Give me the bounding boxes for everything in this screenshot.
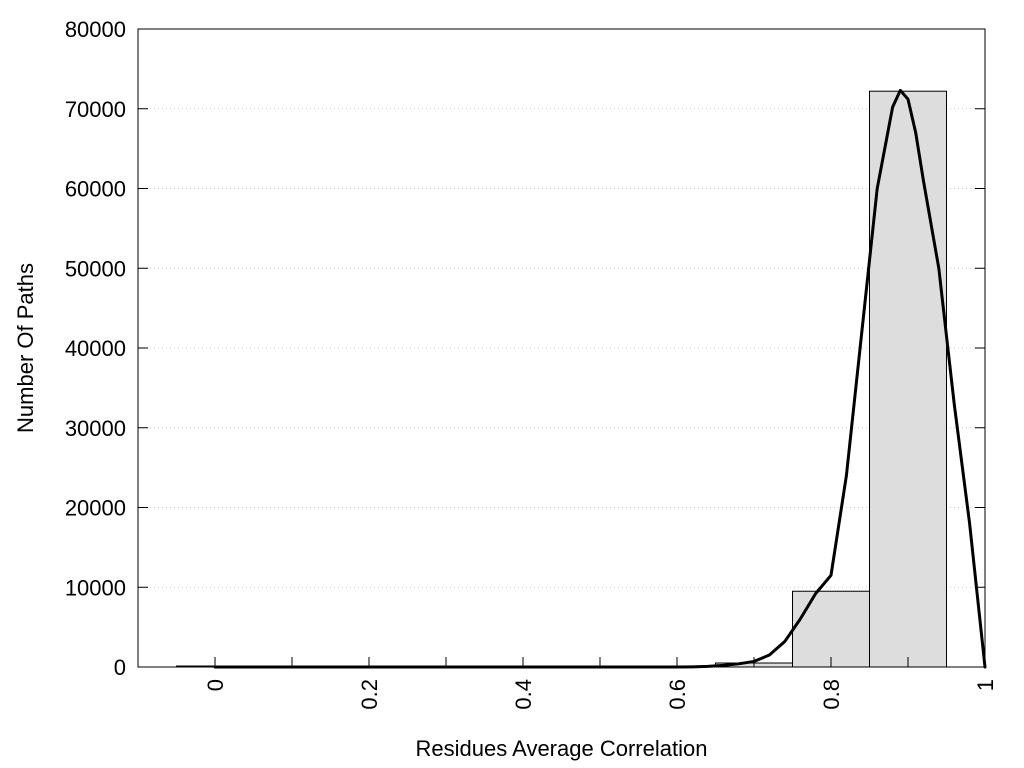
x-tick-label: 0.4 <box>511 679 536 710</box>
histogram-bars <box>176 90 947 668</box>
y-tick-label: 0 <box>114 655 126 680</box>
y-tick-label: 30000 <box>65 416 126 441</box>
y-tick-label: 80000 <box>65 17 126 42</box>
y-tick-label: 20000 <box>65 496 126 521</box>
x-axis-label: Residues Average Correlation <box>416 736 708 761</box>
y-tick-label: 10000 <box>65 575 126 600</box>
x-tick-label: 0.2 <box>357 679 382 710</box>
y-tick-labels: 0 10000 20000 30000 40000 50000 60000 70000 8000… <box>65 17 126 680</box>
plot-frame <box>137 28 986 668</box>
x-tick-label: 0.6 <box>665 679 690 710</box>
histogram-bar <box>869 90 947 668</box>
x-tick-label: 0.8 <box>819 679 844 710</box>
y-tick-label: 50000 <box>65 256 126 281</box>
y-tick-label: 70000 <box>65 97 126 122</box>
y-tick-label: 40000 <box>65 336 126 361</box>
axis-ticks <box>138 28 986 668</box>
x-tick-label: 1 <box>973 679 998 691</box>
x-tick-label: 0 <box>203 679 228 691</box>
histogram-bar <box>792 590 870 668</box>
x-tick-labels: 0 0.2 0.4 0.6 0.8 1 <box>203 679 998 710</box>
y-axis-label: Number Of Paths <box>13 263 38 433</box>
y-tick-label: 60000 <box>65 177 126 202</box>
gridlines <box>138 108 985 588</box>
